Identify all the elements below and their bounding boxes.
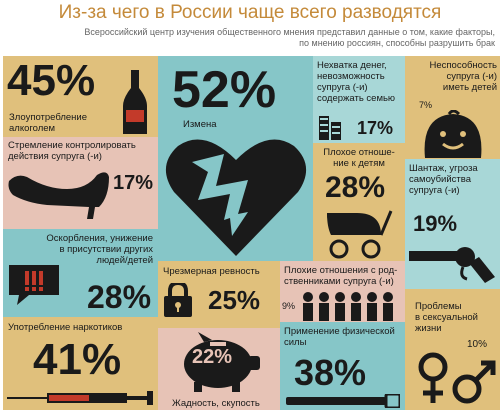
infertility-label-line1: Неспособность	[429, 60, 497, 71]
infertility-label: Неспособность супруга (-и) иметь детей	[405, 60, 497, 93]
tile-sex: Проблемы в сексуальной жизни 10%	[405, 289, 500, 410]
infidelity-label: Измена	[183, 119, 217, 130]
money-label-line1: Нехватка денег,	[317, 60, 387, 71]
belt-icon	[286, 394, 400, 408]
tile-jealousy: Чрезмерная ревность 25%	[158, 261, 280, 328]
tile-control: Стремление контролировать действия супру…	[3, 137, 158, 229]
blackmail-value: 19%	[413, 211, 458, 236]
insults-label-line3: людей/детей	[96, 255, 153, 266]
sex-label-line3: жизни	[415, 323, 442, 334]
greed-value: 22%	[192, 346, 233, 368]
insults-label-line1: Оскорбления, унижение	[46, 233, 153, 244]
coins-icon	[319, 116, 341, 140]
money-label-line3: супруга (-и)	[317, 82, 368, 93]
tile-alcohol: 45% Злоупотребление алкоголем	[3, 56, 158, 137]
tile-money: Нехватка денег, невозможность супруга (-…	[313, 56, 405, 143]
tile-infertility: Неспособность супруга (-и) иметь детей 7…	[405, 56, 500, 159]
alcohol-value: 45%	[7, 56, 96, 105]
violence-value: 38%	[294, 352, 367, 393]
sex-label-line2: в сексуальной	[415, 312, 478, 323]
drugs-value: 41%	[33, 335, 122, 384]
tile-blackmail: Шантаж, угроза самоубийства супруга (-и)…	[405, 159, 500, 289]
bottle-icon	[123, 70, 147, 134]
infertility-label-line3: иметь детей	[442, 82, 497, 93]
blackmail-label-line1: Шантаж, угроза	[409, 163, 478, 174]
tile-greed: 22% Жадность, скупость	[158, 328, 280, 410]
control-label-line1: Стремление контролировать	[8, 140, 136, 151]
relatives-label-line2: ственниками супруга (-и)	[284, 276, 394, 287]
control-label-line2: действия супруга (-и)	[8, 151, 102, 162]
alcohol-label: Злоупотребление алкоголем	[9, 112, 87, 134]
tile-insults: Оскорбления, унижение в присутствии друг…	[3, 229, 158, 317]
insults-label: Оскорбления, унижение в присутствии друг…	[3, 233, 153, 266]
syringe-icon	[7, 391, 153, 405]
insults-label-line2: в присутствии других	[59, 244, 153, 255]
sex-label: Проблемы в сексуальной жизни	[415, 301, 478, 334]
relatives-label-line1: Плохие отношения с род-	[284, 265, 398, 276]
blackmail-label-line3: супруга (-и)	[409, 185, 460, 196]
violence-label-line2: силы	[284, 337, 307, 348]
baby-face-icon	[424, 110, 482, 158]
people-icon	[303, 292, 393, 321]
violence-label: Применение физической силы	[284, 326, 395, 348]
money-value: 17%	[357, 118, 394, 138]
stroller-icon	[327, 210, 393, 259]
blackmail-label-line2: самоубийства	[409, 174, 471, 185]
page-title: Из-за чего в России чаще всего разводятс…	[58, 2, 442, 23]
money-label: Нехватка денег, невозможность супруга (-…	[317, 60, 395, 104]
revolver-icon	[409, 247, 495, 283]
insults-value: 28%	[87, 279, 152, 315]
control-label: Стремление контролировать действия супру…	[8, 140, 136, 162]
page-subtitle: Всероссийский центр изучения общественно…	[40, 27, 500, 49]
subtitle-line-2: по мнению россиян, способны разрушить бр…	[299, 38, 495, 48]
jealousy-value: 25%	[208, 285, 261, 315]
alcohol-label-line1: Злоупотребление	[9, 112, 88, 123]
children-label: Плохое отноше- ние к детям	[313, 147, 405, 169]
subtitle-line-1: Всероссийский центр изучения общественно…	[84, 27, 495, 37]
relatives-value: 9%	[282, 301, 296, 311]
high-heel-icon	[8, 172, 109, 219]
children-label-line2: ние к детям	[333, 158, 385, 169]
money-label-line2: невозможность	[317, 71, 385, 82]
piggy-bank-icon	[184, 332, 260, 392]
alcohol-label-line2: алкоголем	[9, 123, 56, 134]
children-value: 28%	[325, 171, 386, 204]
blackmail-label: Шантаж, угроза самоубийства супруга (-и)	[409, 163, 478, 196]
infertility-label-line2: супруга (-и)	[446, 71, 497, 82]
gender-symbols-icon	[418, 352, 496, 404]
children-label-line1: Плохое отноше-	[323, 147, 395, 158]
tile-relatives: Плохие отношения с род- ственниками супр…	[280, 261, 405, 322]
infertility-value: 7%	[419, 100, 433, 110]
violence-label-line1: Применение физической	[284, 326, 395, 337]
tile-violence: Применение физической силы 38%	[280, 322, 405, 410]
money-label-line4: содержать семью	[317, 93, 396, 104]
speech-bubble-icon	[9, 265, 59, 305]
tile-children: Плохое отноше- ние к детям 28%	[313, 143, 405, 261]
tile-drugs: Употребление наркотиков 41%	[3, 317, 158, 410]
control-value: 17%	[113, 172, 154, 194]
infidelity-value: 52%	[172, 61, 277, 119]
greed-label: Жадность, скупость	[172, 398, 260, 409]
sex-value: 10%	[467, 339, 488, 350]
relatives-label: Плохие отношения с род- ственниками супр…	[284, 265, 397, 287]
tile-infidelity: 52% Измена	[158, 56, 313, 261]
jealousy-label: Чрезмерная ревность	[163, 266, 260, 277]
sex-label-line1: Проблемы	[415, 301, 462, 312]
drugs-label: Употребление наркотиков	[8, 322, 123, 333]
broken-heart-icon	[165, 139, 307, 256]
padlock-icon	[164, 283, 192, 317]
